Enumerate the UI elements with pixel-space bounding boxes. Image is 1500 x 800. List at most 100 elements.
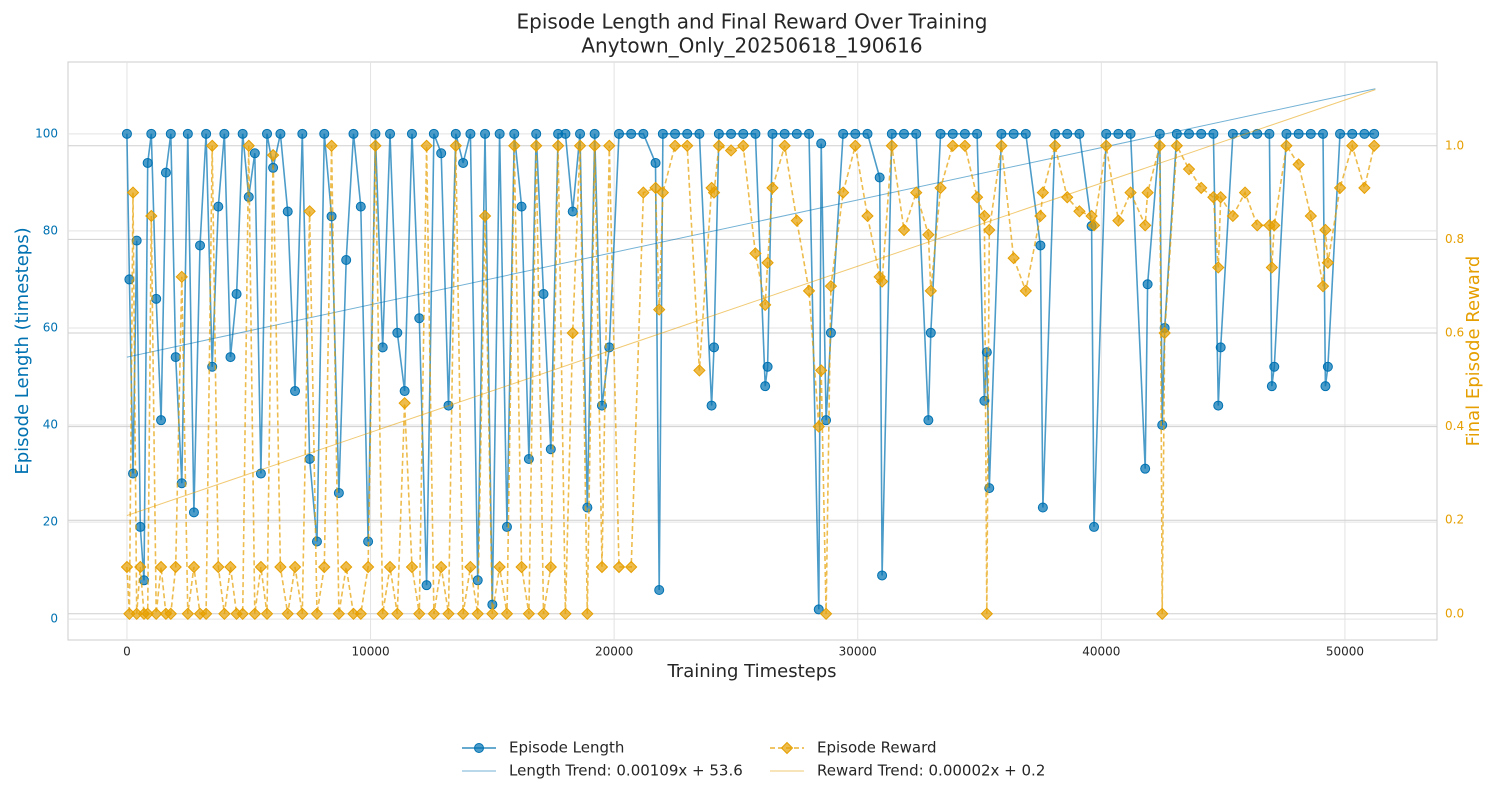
point xyxy=(1008,128,1019,139)
point xyxy=(1099,139,1113,152)
point xyxy=(135,521,146,532)
point xyxy=(1154,128,1165,139)
point xyxy=(254,560,268,574)
point xyxy=(275,128,286,139)
point xyxy=(712,139,726,152)
point xyxy=(160,167,171,178)
point xyxy=(385,128,396,139)
point xyxy=(297,128,308,139)
point xyxy=(449,139,463,152)
point xyxy=(1007,251,1020,265)
point xyxy=(486,607,499,620)
point xyxy=(861,209,874,223)
point xyxy=(1252,128,1263,139)
point xyxy=(420,139,433,152)
point xyxy=(1280,139,1293,152)
point xyxy=(816,138,827,149)
point xyxy=(1321,256,1335,269)
point xyxy=(694,128,705,139)
y-tick-label: 60 xyxy=(43,320,58,334)
point xyxy=(813,604,824,615)
point xyxy=(1269,361,1280,372)
y-tick-label: 80 xyxy=(43,223,58,237)
point xyxy=(1124,186,1137,199)
point xyxy=(790,214,804,227)
point xyxy=(713,128,724,139)
point xyxy=(1226,209,1240,223)
point xyxy=(1208,128,1219,139)
point xyxy=(1251,219,1264,232)
point xyxy=(434,560,448,574)
point xyxy=(595,560,609,574)
point xyxy=(413,607,426,620)
point xyxy=(706,400,717,411)
point xyxy=(465,128,476,139)
point xyxy=(1182,162,1196,176)
point xyxy=(224,560,237,574)
point xyxy=(212,560,225,574)
point xyxy=(326,211,337,222)
point xyxy=(1061,191,1074,204)
point xyxy=(996,128,1007,139)
legend-label: Length Trend: 0.00109x + 53.6 xyxy=(509,762,743,780)
point xyxy=(1346,139,1359,152)
point xyxy=(1087,219,1101,232)
point xyxy=(1317,128,1328,139)
x-tick-label: 50000 xyxy=(1326,645,1364,659)
point xyxy=(934,181,947,195)
point xyxy=(311,536,322,547)
point xyxy=(339,560,353,574)
legend-label: Episode Length xyxy=(509,739,624,757)
point xyxy=(972,128,983,139)
point xyxy=(995,139,1008,152)
point xyxy=(850,128,861,139)
point xyxy=(303,205,316,218)
point xyxy=(1320,381,1331,392)
point xyxy=(458,157,469,168)
point xyxy=(1305,128,1316,139)
point xyxy=(348,128,359,139)
point xyxy=(156,415,167,426)
point xyxy=(812,420,825,433)
point xyxy=(333,487,344,498)
point xyxy=(213,201,224,212)
point xyxy=(126,186,140,199)
point xyxy=(750,128,761,139)
point xyxy=(199,607,213,620)
point xyxy=(304,453,315,464)
legend-label: Episode Reward xyxy=(817,739,937,757)
point xyxy=(206,139,219,152)
point xyxy=(1062,128,1073,139)
point xyxy=(1138,219,1152,232)
point xyxy=(164,607,178,620)
point xyxy=(551,139,565,152)
point xyxy=(1369,128,1380,139)
point xyxy=(255,468,266,479)
point xyxy=(1050,128,1061,139)
x-tick-label: 40000 xyxy=(1082,645,1120,659)
point xyxy=(456,607,470,620)
point xyxy=(1074,128,1085,139)
point xyxy=(354,607,368,620)
y-tick-label: 0 xyxy=(50,612,58,626)
point xyxy=(281,607,294,620)
point xyxy=(515,560,528,574)
y2-tick-label: 0.0 xyxy=(1445,606,1464,620)
point xyxy=(588,139,601,152)
point xyxy=(391,607,404,620)
point xyxy=(1367,139,1381,152)
point xyxy=(236,607,249,620)
point xyxy=(886,128,897,139)
point xyxy=(560,128,571,139)
point xyxy=(1170,139,1184,152)
point xyxy=(1112,214,1125,227)
point xyxy=(377,342,388,353)
point xyxy=(537,607,550,620)
y2-axis-label: Final Episode Reward xyxy=(1463,256,1484,447)
point xyxy=(804,128,815,139)
point xyxy=(911,128,922,139)
point xyxy=(1073,205,1086,218)
point xyxy=(874,172,885,183)
legend-marker xyxy=(474,743,484,753)
point xyxy=(862,128,873,139)
